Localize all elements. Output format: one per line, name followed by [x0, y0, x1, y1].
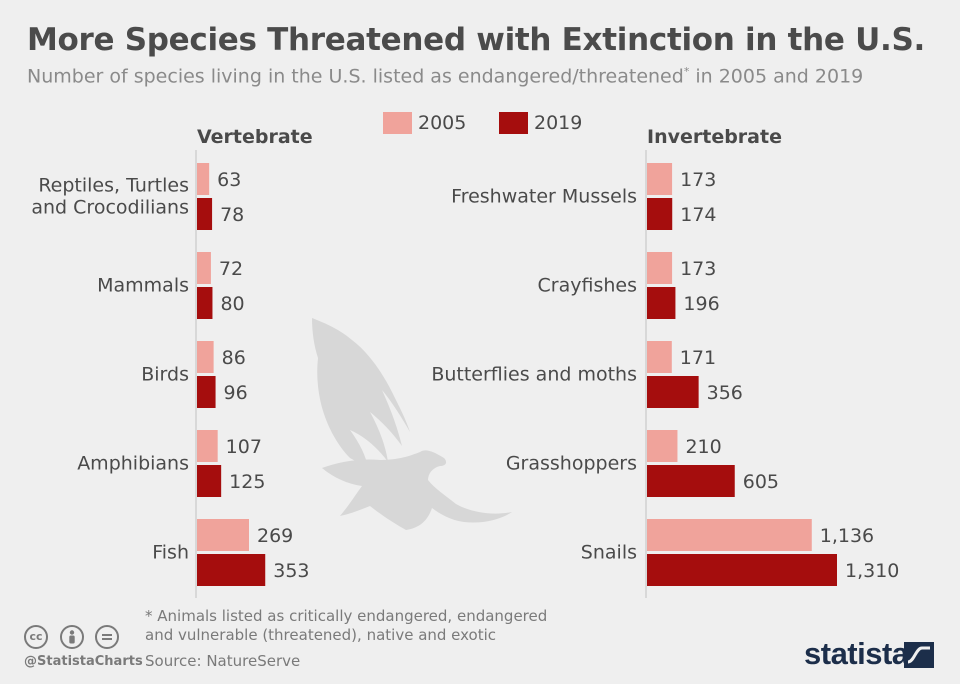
data-label: 171 — [680, 347, 716, 369]
data-label: 125 — [229, 471, 265, 493]
subtitle-asterisk: * — [683, 65, 690, 78]
bar-2005 — [647, 519, 812, 551]
data-label: 96 — [224, 382, 248, 404]
data-label: 356 — [707, 382, 743, 404]
data-label: 210 — [685, 436, 721, 458]
data-label: 86 — [222, 347, 246, 369]
legend-label-2019: 2019 — [534, 112, 583, 134]
data-label: 353 — [273, 560, 309, 582]
data-label: 80 — [220, 293, 244, 315]
chart-subtitle: Number of species living in the U.S. lis… — [27, 65, 863, 87]
category-label: Snails — [581, 542, 637, 564]
category-label: Reptiles, Turtles — [38, 175, 189, 197]
bar-2019 — [197, 554, 266, 586]
bar-2005 — [197, 519, 249, 551]
bar-2005 — [647, 430, 678, 462]
by-icon — [60, 625, 84, 649]
bar-2019 — [197, 376, 216, 408]
statista-logo-mark-icon[interactable] — [904, 642, 934, 668]
nd-icon — [95, 625, 119, 649]
bar-2019 — [197, 465, 222, 497]
legend-label-2005: 2005 — [418, 112, 467, 134]
category-label: and Crocodilians — [31, 197, 189, 219]
bar-2019 — [197, 198, 213, 230]
subtitle-text: Number of species living in the U.S. lis… — [27, 65, 684, 88]
data-label: 63 — [217, 169, 241, 191]
data-label: 174 — [680, 204, 716, 226]
category-label: Grasshoppers — [506, 453, 637, 475]
subtitle-suffix: in 2005 and 2019 — [689, 65, 864, 88]
cc-icon: cc — [24, 625, 48, 649]
bar-2019 — [647, 376, 699, 408]
data-label: 1,136 — [820, 525, 874, 547]
legend-swatch-2005 — [383, 112, 412, 134]
bar-2019 — [647, 198, 673, 230]
invertebrate-panel-title: Invertebrate — [647, 126, 782, 148]
bar-2005 — [197, 430, 218, 462]
bar-2005 — [197, 252, 211, 284]
data-label: 173 — [680, 258, 716, 280]
data-label: 1,310 — [845, 560, 899, 582]
data-label: 605 — [743, 471, 779, 493]
legend-swatch-2019 — [499, 112, 528, 134]
data-label: 269 — [257, 525, 293, 547]
bar-2005 — [647, 341, 672, 373]
chart-title: More Species Threatened with Extinction … — [27, 22, 925, 58]
legend-item-2019: 2019 — [499, 112, 582, 134]
bar-2005 — [197, 163, 210, 195]
eagle-silhouette-icon — [312, 318, 512, 530]
bar-2019 — [197, 287, 213, 319]
category-label: Amphibians — [77, 453, 189, 475]
category-label: Birds — [141, 364, 189, 386]
data-label: 196 — [683, 293, 719, 315]
data-label: 72 — [219, 258, 243, 280]
category-label: Mammals — [97, 275, 189, 297]
bar-2019 — [647, 287, 676, 319]
statista-handle: @StatistaCharts — [24, 654, 143, 669]
statista-logo[interactable]: statista — [804, 636, 909, 671]
data-label: 107 — [226, 436, 262, 458]
category-label: Crayfishes — [538, 275, 637, 297]
data-label: 78 — [220, 204, 244, 226]
bar-2005 — [647, 163, 673, 195]
data-label: 173 — [680, 169, 716, 191]
category-label: Fish — [152, 542, 189, 564]
category-label: Butterflies and moths — [431, 364, 637, 386]
footnote: * Animals listed as critically endangere… — [145, 607, 548, 644]
bar-2019 — [647, 465, 735, 497]
bar-2005 — [647, 252, 673, 284]
vertebrate-panel-title: Vertebrate — [197, 126, 313, 148]
category-label: Freshwater Mussels — [451, 186, 637, 208]
bar-2019 — [647, 554, 837, 586]
source-note: Source: NatureServe — [145, 652, 301, 670]
bar-2005 — [197, 341, 214, 373]
legend-item-2005: 2005 — [383, 112, 466, 134]
